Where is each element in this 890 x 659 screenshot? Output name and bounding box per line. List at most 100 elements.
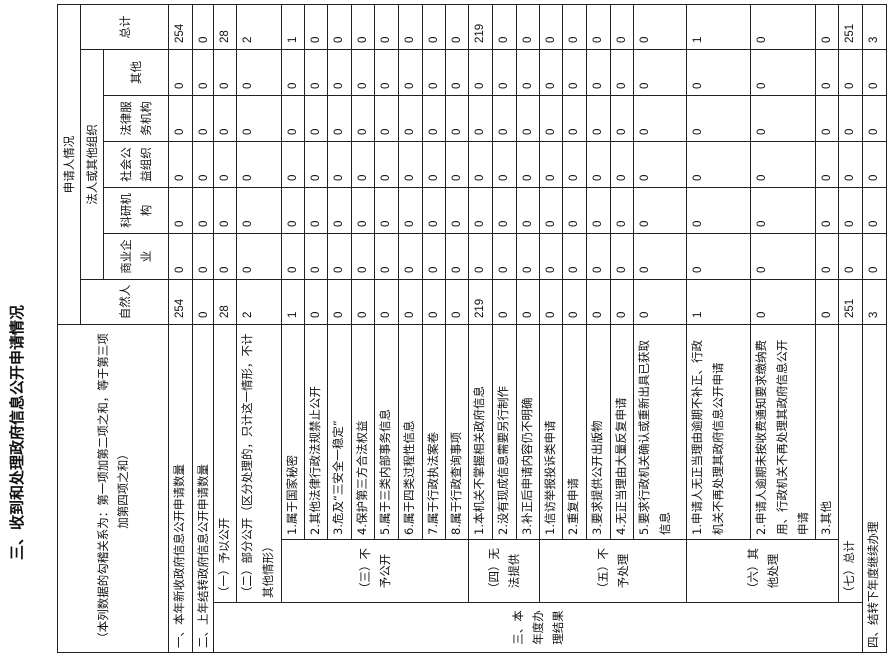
table-cell: 0: [374, 233, 399, 280]
table-cell: 0: [445, 187, 469, 234]
row-label-item: 5.属于三类内部事务信息: [374, 324, 399, 540]
table-cell: 0: [516, 95, 540, 142]
table-cell: 0: [838, 233, 863, 280]
table-cell: 0: [686, 233, 751, 280]
section-title: 三、收到和处理政府信息公开申请情况: [8, 304, 26, 560]
table-cell: 0: [445, 141, 469, 188]
table-cell: 0: [516, 279, 540, 325]
table-cell: 0: [398, 95, 423, 142]
table-cell: 2: [236, 279, 282, 325]
group-label-g6: （六）其他处理: [686, 539, 839, 603]
table-cell: 3: [862, 279, 887, 325]
table-cell: 0: [213, 141, 237, 188]
table-cell: 219: [468, 279, 493, 325]
table-cell: 0: [236, 49, 282, 96]
row-label-item: 4.无正当理由大量反复申请: [610, 324, 634, 540]
table-cell: 0: [327, 49, 352, 96]
header-legal-group: 法人或其他组织: [80, 49, 104, 280]
table-cell: 0: [374, 279, 399, 325]
table-cell: 0: [815, 95, 839, 142]
table-cell: 0: [815, 233, 839, 280]
table-cell: 0: [750, 4, 816, 50]
table-cell: 0: [586, 95, 611, 142]
table-cell: 0: [374, 141, 399, 188]
table-cell: 0: [398, 4, 423, 50]
table-cell: 0: [351, 4, 375, 50]
header-business: 商业企业: [103, 233, 169, 280]
header-total: 总计: [80, 4, 169, 50]
table-cell: 0: [304, 279, 328, 325]
table-cell: 0: [586, 279, 611, 325]
table-cell: 0: [236, 95, 282, 142]
header-public-welfare: 社会公益组织: [103, 141, 169, 188]
row-label-item: 5.要求行政机关确认或重新出具已获取信息: [633, 324, 687, 540]
table-cell: 0: [192, 233, 214, 280]
row-label-item: 1.申请人无正当理由逾期不补正、行政机关不再处理其政府信息公开申请: [686, 324, 751, 540]
row-label-partial: （二）部分公开（区分处理的，只计这一情形，不计其他情形）: [236, 324, 282, 603]
table-cell: 0: [192, 4, 214, 50]
table-cell: 0: [492, 187, 517, 234]
table-cell: 251: [838, 279, 863, 325]
row-label-results: 三、本年度办理结果: [213, 602, 863, 653]
table-cell: 0: [445, 233, 469, 280]
table-cell: 0: [351, 279, 375, 325]
table-cell: 0: [750, 187, 816, 234]
table-cell: 0: [192, 95, 214, 142]
table-cell: 0: [586, 141, 611, 188]
table-cell: 0: [539, 187, 563, 234]
table-cell: 0: [468, 187, 493, 234]
table-cell: 0: [539, 233, 563, 280]
table-cell: 0: [422, 95, 446, 142]
row-label-item: 3.其他: [815, 324, 839, 540]
table-cell: 0: [374, 49, 399, 96]
table-cell: 0: [351, 95, 375, 142]
table-cell: 0: [351, 233, 375, 280]
row-label-item: 3.补正后申请内容仍不明确: [516, 324, 540, 540]
table-cell: 0: [815, 187, 839, 234]
header-legal-service: 法律服务机构: [103, 95, 169, 142]
table-cell: 0: [562, 4, 587, 50]
table-cell: 0: [610, 279, 634, 325]
table-cell: 0: [281, 141, 305, 188]
table-cell: 0: [168, 49, 193, 96]
row-label-new-applications: 一、本年新收政府信息公开申请数量: [168, 324, 193, 653]
table-cell: 0: [374, 95, 399, 142]
table-cell: 0: [281, 187, 305, 234]
table-cell: 0: [610, 95, 634, 142]
table-cell: 0: [236, 233, 282, 280]
table-cell: 0: [516, 141, 540, 188]
table-cell: 0: [445, 4, 469, 50]
table-cell: 0: [633, 4, 687, 50]
table-cell: 0: [492, 233, 517, 280]
table-cell: 0: [351, 141, 375, 188]
table-cell: 0: [168, 233, 193, 280]
table-cell: 0: [398, 279, 423, 325]
table-cell: 0: [562, 49, 587, 96]
table-cell: 0: [815, 141, 839, 188]
table-cell: 0: [686, 95, 751, 142]
table-cell: 0: [610, 187, 634, 234]
row-label-item: 1.本机关不掌握相关政府信息: [468, 324, 493, 540]
table-cell: 0: [468, 141, 493, 188]
table-cell: 0: [374, 187, 399, 234]
table-cell: 0: [192, 187, 214, 234]
table-cell: 0: [213, 233, 237, 280]
table-cell: 3: [862, 4, 887, 50]
table-cell: 254: [168, 4, 193, 50]
table-cell: 0: [492, 279, 517, 325]
table-cell: 0: [445, 49, 469, 96]
table-cell: 0: [862, 141, 887, 188]
row-label-disclosed: （一）予以公开: [213, 324, 237, 603]
table-cell: 0: [304, 49, 328, 96]
table-cell: 0: [327, 95, 352, 142]
table-cell: 251: [838, 4, 863, 50]
header-note: （本列数据的勾稽关系为：第一项加第二项之和，等于第三项加第四项之和）: [57, 324, 169, 653]
table-cell: 0: [633, 233, 687, 280]
table-cell: 0: [398, 49, 423, 96]
table-cell: 0: [422, 187, 446, 234]
table-cell: 0: [633, 279, 687, 325]
table-cell: 0: [422, 4, 446, 50]
table-cell: 1: [281, 279, 305, 325]
table-cell: 0: [304, 95, 328, 142]
